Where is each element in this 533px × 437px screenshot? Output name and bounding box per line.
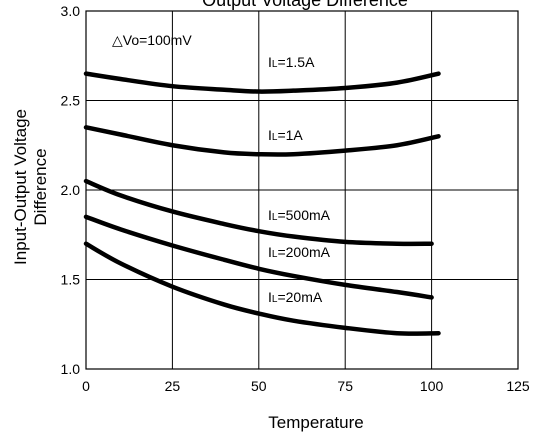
series-line <box>83 214 434 300</box>
y-tick-label: 1.5 <box>61 272 81 288</box>
y-axis-title: Input-Output Voltage Difference <box>11 109 50 265</box>
y-axis-title-line-1: Input-Output Voltage <box>11 109 30 265</box>
y-tick-label: 3.0 <box>61 3 81 19</box>
x-tick-label: 100 <box>420 378 444 394</box>
series-label: IL=200mA <box>268 244 331 260</box>
y-tick-label: 2.0 <box>61 182 81 198</box>
chart-title: Output Voltage Difference <box>202 0 408 10</box>
y-axis-title-line-2: Difference <box>31 148 50 225</box>
condition-annotation: △Vo=100mV <box>112 32 192 48</box>
x-tick-labels: 0 25 50 75 100 125 <box>82 378 530 394</box>
series-label: IL=1.5A <box>268 54 315 70</box>
series-line <box>83 178 434 247</box>
x-tick-label: 125 <box>506 378 530 394</box>
series-label: IL=500mA <box>268 207 331 223</box>
series-label: IL=20mA <box>268 289 323 305</box>
y-tick-label: 2.5 <box>61 93 81 109</box>
series-label: IL=1A <box>268 127 303 143</box>
series-line <box>83 125 441 157</box>
y-tick-label: 1.0 <box>61 361 81 377</box>
x-tick-label: 0 <box>82 378 90 394</box>
x-axis-title: Temperature <box>268 413 363 432</box>
series-layer <box>83 71 441 336</box>
x-tick-label: 25 <box>165 378 181 394</box>
series-line <box>83 71 441 94</box>
x-tick-label: 75 <box>337 378 353 394</box>
plot-frame <box>85 10 519 370</box>
series-labels: IL=1.5A IL=1A IL=500mA IL=200mA IL=20mA <box>268 54 331 305</box>
x-tick-label: 50 <box>251 378 267 394</box>
series-line <box>83 241 441 336</box>
y-tick-labels: 1.0 1.5 2.0 2.5 3.0 <box>61 3 81 377</box>
